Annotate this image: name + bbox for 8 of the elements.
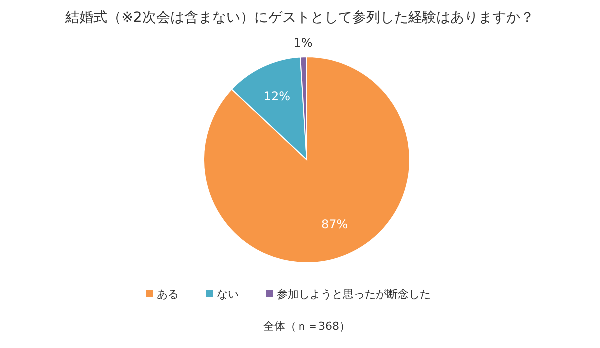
data-label: 87% — [321, 217, 348, 232]
legend-label: ある — [157, 288, 179, 301]
data-label: 1% — [294, 36, 313, 50]
text: 全体（ｎ＝368） — [264, 320, 350, 333]
data-label: 12% — [264, 90, 291, 104]
legend-label: 参加しようと思ったが断念した — [277, 288, 431, 301]
chart-title: 結婚式（※2次会は含まない）にゲストとして参列した経験はありますか？ — [64, 10, 534, 26]
legend-label: ない — [217, 288, 239, 301]
